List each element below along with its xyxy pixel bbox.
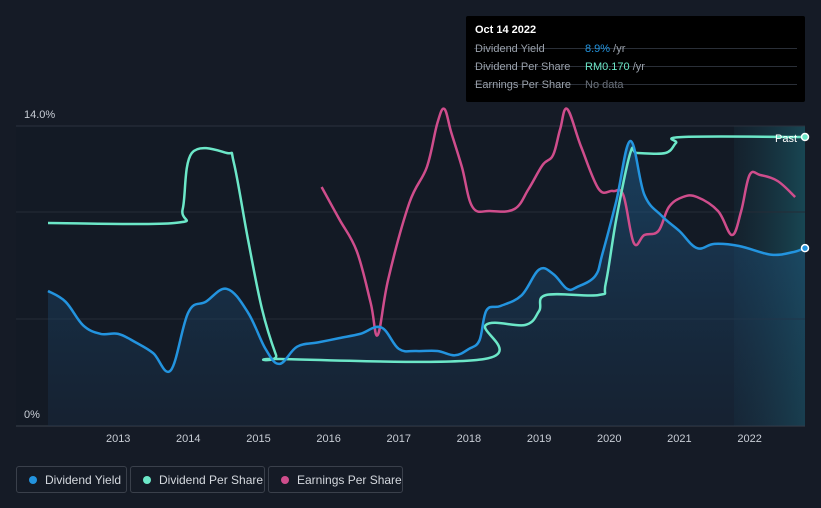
legend-label: Dividend Per Share — [159, 472, 264, 487]
legend-label: Dividend Yield — [45, 472, 122, 487]
x-tick-label: 2015 — [246, 433, 270, 445]
legend-item-dividend-yield[interactable]: Dividend Yield — [16, 466, 127, 493]
dividend-yield-end-marker — [800, 243, 810, 253]
y-tick-top: 14.0% — [24, 109, 55, 121]
x-tick-label: 2019 — [527, 433, 551, 445]
legend-dot-icon — [281, 475, 289, 484]
past-label: Past — [775, 133, 797, 145]
x-tick-label: 2021 — [667, 433, 691, 445]
tooltip-row-label: Dividend Yield — [475, 43, 545, 55]
tooltip-row-value: No data — [585, 79, 624, 91]
dividend-per-share-line — [47, 135, 806, 364]
dividend-yield-area — [48, 140, 805, 427]
legend-item-earnings-per-share[interactable]: Earnings Per Share — [268, 466, 403, 493]
x-tick-label: 2020 — [597, 433, 621, 445]
legend-dot-icon — [143, 475, 151, 484]
x-tick-label: 2018 — [457, 433, 481, 445]
dividend-yield-line — [47, 139, 806, 374]
x-tick-label: 2017 — [387, 433, 411, 445]
tooltip-row-value: RM0.170 /yr — [585, 61, 645, 73]
tooltip-date: Oct 14 2022 — [475, 24, 537, 36]
y-tick-bottom: 0% — [24, 409, 40, 421]
x-tick-label: 2022 — [737, 433, 761, 445]
earnings-per-share-line — [320, 107, 797, 337]
tooltip-row-value: 8.9% /yr — [585, 43, 626, 55]
x-tick-label: 2013 — [106, 433, 130, 445]
tooltip-panel: Oct 14 2022 Dividend Yield 8.9% /yr Divi… — [466, 16, 805, 102]
tooltip-divider — [474, 84, 797, 85]
tooltip-row-label: Earnings Per Share — [475, 79, 571, 91]
x-tick-label: 2014 — [176, 433, 200, 445]
dividend-per-share-end-marker — [800, 132, 810, 142]
tooltip-divider — [474, 48, 797, 49]
legend-label: Earnings Per Share — [297, 472, 402, 487]
tooltip-divider — [474, 66, 797, 67]
legend-item-dividend-per-share[interactable]: Dividend Per Share — [130, 466, 265, 493]
x-axis-ticks: 2013 2014 2015 2016 2017 2018 2019 2020 2021 2022 — [106, 433, 762, 445]
legend-dot-icon — [29, 475, 37, 484]
tooltip-row-label: Dividend Per Share — [475, 61, 571, 73]
x-tick-label: 2016 — [316, 433, 340, 445]
